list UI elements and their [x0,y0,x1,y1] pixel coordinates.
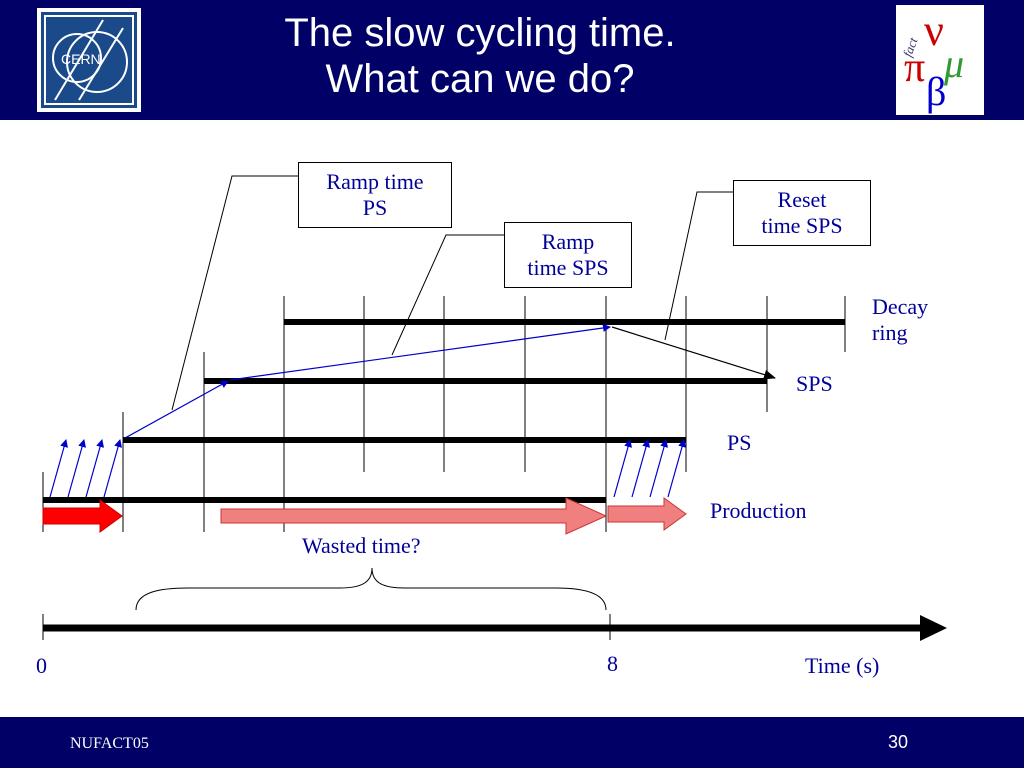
sps-label: SPS [796,371,833,396]
reset-sps-leader [664,191,733,341]
page-title: The slow cycling time. What can we do? [180,10,780,102]
header-bar [0,0,1024,120]
wasted-time-label: Wasted time? [302,533,421,558]
ramp-time-ps-callout: Ramp time PS [298,162,452,228]
injection-arrow [103,439,122,498]
ps-injection-arrows-left [49,439,122,498]
nufact-logo-graphic: ν π μ β fact [900,6,964,114]
axis-title: Time (s) [805,653,880,678]
injection-arrow [649,439,668,498]
reset-time-sps-callout: Reset time SPS [733,180,871,246]
timing-diagram [42,175,947,641]
ramp-time-sps-callout: Ramp time SPS [504,222,632,288]
slide-number: 30 [887,732,908,752]
decay-ring-label-line-1: Decay [872,294,929,319]
production-label: Production [710,498,807,523]
title-line-1: The slow cycling time. [284,11,676,55]
mu-glyph-icon: μ [943,41,964,86]
beta-glyph-icon: β [926,69,946,114]
ps-injection-arrows-right [613,439,686,498]
ramp-sps-line-2: time SPS [527,255,609,280]
time-axis-arrowhead [920,615,947,641]
cycle-ticks [42,296,846,532]
decay-ring-label: Decay ring [872,294,928,346]
footer-conference: NUFACT05 [70,735,149,752]
axis-start-label: 0 [36,653,47,678]
cern-logo: CERN [37,8,141,112]
sps-reset-arrow [611,326,776,380]
wasted-time-brace [135,567,607,611]
ps-ramp-arrow [124,380,229,439]
decay-ring-label-line-2: ring [872,320,908,345]
injection-arrow [85,439,104,498]
pi-glyph-icon: π [904,45,925,91]
production-red-arrow [42,499,123,533]
ps-label: PS [727,430,752,455]
reset-sps-line-2: time SPS [761,213,843,238]
reset-sps-line-1: Reset [777,187,827,212]
footer-bar [0,717,1024,768]
ramp-ps-line-1: Ramp time [326,169,424,194]
ramp-sps-leader [391,234,504,356]
production-pink-arrow [220,497,608,535]
ramp-ps-line-2: PS [362,195,388,220]
ramp-ps-leader [171,175,298,411]
injection-arrow [631,439,650,498]
injection-arrow [667,439,686,498]
ramp-sps-line-1: Ramp [541,229,595,254]
sps-ramp-arrow [229,324,611,381]
nufact-logo: ν π μ β fact [896,5,984,115]
production-pink-arrow-short [607,497,687,531]
title-line-2: What can we do? [325,57,635,101]
injection-arrow [49,439,68,498]
injection-arrow [67,439,86,498]
cern-logo-graphic: CERN [44,15,134,105]
axis-mark-label: 8 [607,651,618,676]
injection-arrow [613,439,632,498]
fact-logo-text: fact [900,35,921,59]
cern-logo-field: CERN [41,12,137,108]
cern-logo-text: CERN [61,51,101,67]
nu-glyph-icon: ν [924,6,944,55]
